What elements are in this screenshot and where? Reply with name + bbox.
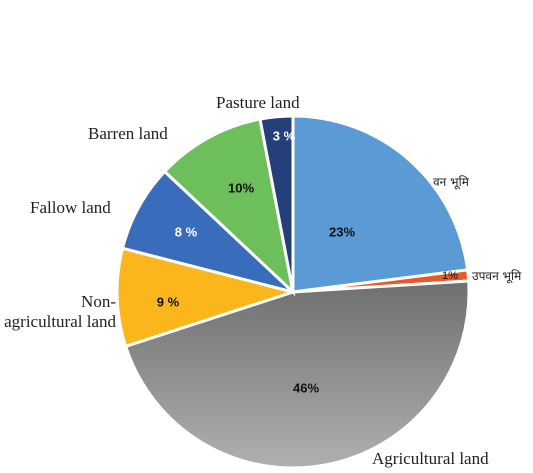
category-label: Pasture land: [216, 93, 300, 112]
data-label: 9 %: [156, 294, 180, 310]
slice: [162, 117, 296, 297]
category-label: Barren land: [88, 124, 168, 143]
category-label: Non-agricultural land: [4, 292, 116, 331]
slice: [120, 169, 295, 294]
category-label: Agricultural land: [372, 449, 489, 468]
category-label: Fallow land: [30, 198, 111, 217]
data-label: 1%: [442, 270, 458, 282]
data-label: 46%: [292, 380, 320, 396]
data-label: 23%: [328, 224, 356, 240]
category-label: उपवन भूमि: [472, 269, 522, 283]
slice: [291, 114, 470, 294]
slice: [258, 114, 295, 293]
slice: [115, 246, 299, 349]
slice: [123, 279, 471, 470]
data-label: 8 %: [174, 224, 198, 240]
data-label: 3 %: [272, 128, 296, 144]
data-label: 10%: [227, 180, 255, 196]
category-label: वन भूमि: [433, 175, 469, 189]
